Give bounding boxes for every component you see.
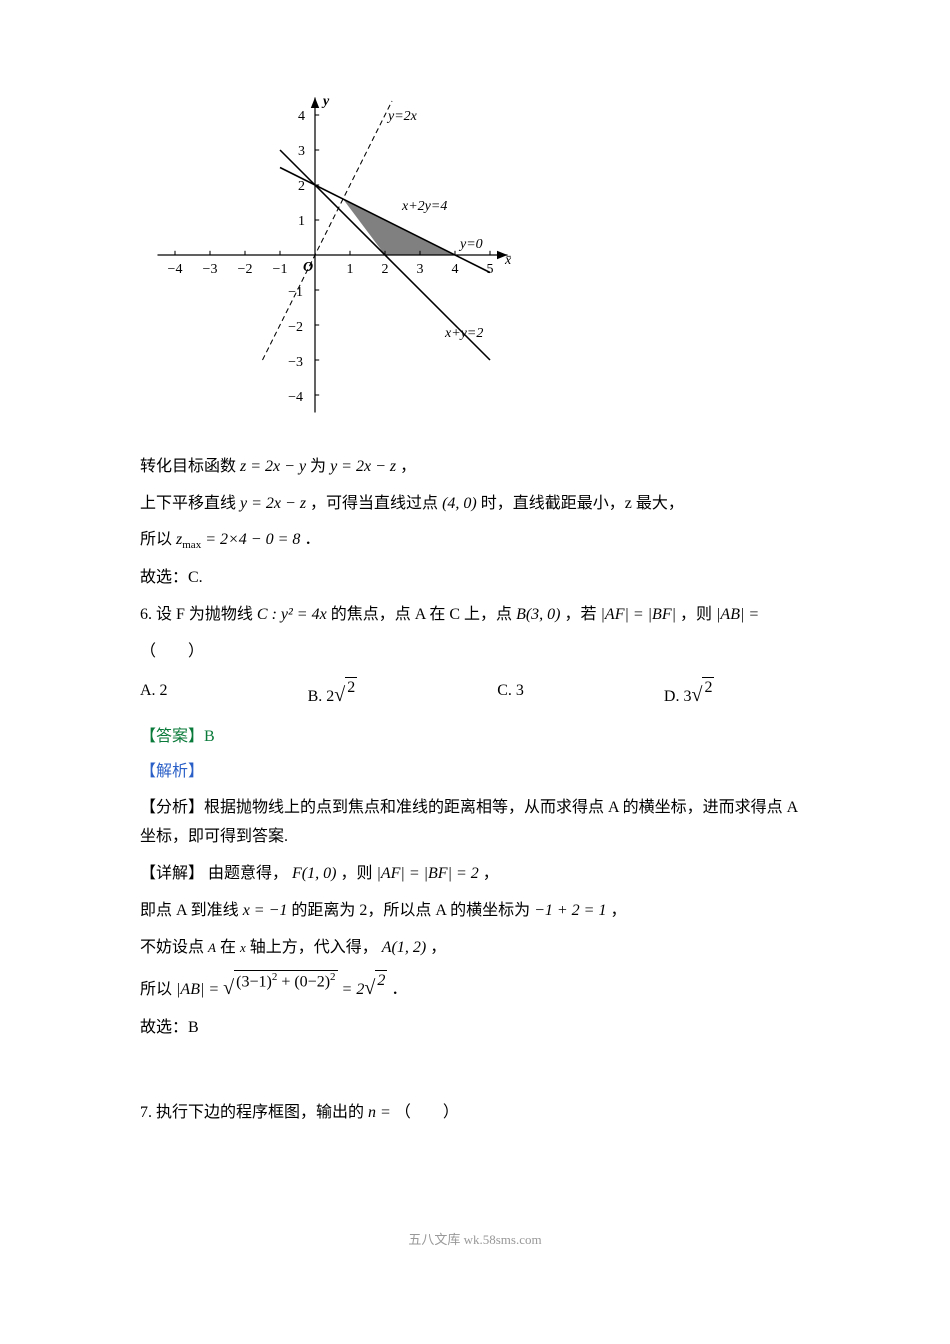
text: ，: [430, 939, 446, 956]
detail-line-1: 【详解】 由题意得， F(1, 0) ，则 |AF| = |BF| = 2 ，: [140, 860, 810, 889]
math-expr: z = 2x − y: [240, 458, 306, 475]
ask: |AB| =: [716, 606, 759, 623]
svg-text:−2: −2: [238, 262, 253, 277]
text: ，若: [565, 606, 601, 623]
directrix: x = −1: [243, 902, 288, 919]
text: 的距离为 2，所以点 A 的横坐标为: [291, 902, 534, 919]
text: 即点 A 到准线: [140, 902, 243, 919]
svg-text:4: 4: [452, 262, 459, 277]
solution-conclusion: 故选：C.: [140, 564, 810, 593]
text: 转化目标函数: [140, 458, 240, 475]
condition: |AF| = |BF|: [601, 606, 676, 623]
svg-text:−1: −1: [273, 262, 288, 277]
page-footer: 五八文库 wk.58sms.com: [140, 1228, 810, 1251]
subscript: max: [182, 540, 201, 552]
svg-text:2: 2: [382, 262, 389, 277]
option-a: A. 2: [140, 677, 168, 713]
option-d: D. 3√2: [664, 677, 715, 713]
ab-label: |AB| =: [176, 981, 223, 998]
options-row: A. 2 B. 2√2 C. 3 D. 3√2: [140, 677, 810, 713]
ab-result: = 2√2: [342, 981, 388, 998]
detail-line-3: 不妨设点 A 在 x 轴上方，代入得， A(1, 2) ，: [140, 934, 810, 963]
svg-text:1: 1: [298, 214, 305, 229]
point-a: A: [208, 940, 216, 955]
text: ，: [483, 865, 499, 882]
svg-text:−3: −3: [203, 262, 218, 277]
text: 在: [220, 939, 240, 956]
svg-text:y=2x: y=2x: [386, 109, 418, 124]
svg-text:−1: −1: [288, 285, 303, 300]
text: 为: [310, 458, 330, 475]
svg-text:2: 2: [298, 179, 305, 194]
math-expr: (4, 0): [442, 495, 477, 512]
text: ，则: [680, 606, 716, 623]
svg-text:1: 1: [347, 262, 354, 277]
svg-text:−2: −2: [288, 320, 303, 335]
chart-svg: −4 −3 −2 −1 1 2 3 4 5 4 3 2 1 −1 −2 −3 −…: [140, 80, 530, 430]
text: ，可得当直线过点: [310, 495, 438, 512]
answer-line: 【答案】B: [140, 723, 810, 752]
text: 的焦点，点 A 在 C 上，点: [331, 606, 516, 623]
text: 所以: [140, 981, 176, 998]
analysis-label: 【解析】: [140, 758, 810, 787]
answer-value: B: [204, 728, 215, 745]
x-axis: x: [240, 940, 246, 955]
curve-eq: C : y² = 4x: [257, 606, 327, 623]
svg-text:O: O: [303, 260, 313, 275]
svg-text:5: 5: [487, 262, 494, 277]
solution-line-2: 上下平移直线 y = 2x − z ，可得当直线过点 (4, 0) 时，直线截距…: [140, 490, 810, 519]
text: ，则: [340, 865, 376, 882]
svg-text:x+y=2: x+y=2: [444, 326, 483, 341]
question-paren: （ ）: [140, 638, 810, 667]
text: ．: [391, 981, 407, 998]
eq: |AF| = |BF| = 2: [376, 865, 478, 882]
question-prefix: 6. 设 F 为抛物线: [140, 606, 257, 623]
text: 所以: [140, 531, 176, 548]
svg-text:4: 4: [298, 109, 305, 124]
feasible-region-chart: −4 −3 −2 −1 1 2 3 4 5 4 3 2 1 −1 −2 −3 −…: [140, 80, 810, 441]
point-b: B(3, 0): [516, 606, 560, 623]
question-7: 7. 执行下边的程序框图，输出的 n = （ ）: [140, 1099, 810, 1128]
detail-conclusion: 故选：B: [140, 1014, 810, 1043]
text: 不妨设点: [140, 939, 208, 956]
n-equals: n =: [368, 1104, 391, 1121]
text: ，: [400, 458, 416, 475]
y-arrow-icon: [311, 98, 319, 109]
svg-text:−4: −4: [168, 262, 183, 277]
text: 时，直线截距最小，z 最大，: [481, 495, 684, 512]
text: ．: [304, 531, 320, 548]
option-b: B. 2√2: [308, 677, 358, 713]
svg-text:3: 3: [298, 144, 305, 159]
math-expr: = 2×4 − 0 = 8: [205, 531, 300, 548]
svg-text:−4: −4: [288, 390, 303, 405]
analysis-text: 【分析】根据抛物线上的点到焦点和准线的距离相等，从而求得点 A 的横坐标，进而求…: [140, 794, 810, 852]
svg-text:y: y: [321, 94, 330, 109]
solution-line-1: 转化目标函数 z = 2x − y 为 y = 2x − z ，: [140, 453, 810, 482]
calc: −1 + 2 = 1: [534, 902, 606, 919]
detail-label: 【详解】: [140, 865, 204, 882]
point-a-coords: A(1, 2): [382, 939, 426, 956]
svg-text:−3: −3: [288, 355, 303, 370]
line-x-2y-4: [280, 168, 490, 273]
detail-line-4: 所以 |AB| = √(3−1)2 + (0−2)2 = 2√2 ．: [140, 970, 810, 1006]
text: 上下平移直线: [140, 495, 240, 512]
svg-text:3: 3: [417, 262, 424, 277]
focus-point: F(1, 0): [292, 865, 336, 882]
question-6: 6. 设 F 为抛物线 C : y² = 4x 的焦点，点 A 在 C 上，点 …: [140, 601, 810, 630]
text: ，: [610, 902, 626, 919]
question-text: 7. 执行下边的程序框图，输出的: [140, 1104, 368, 1121]
text: 轴上方，代入得，: [250, 939, 378, 956]
detail-line-2: 即点 A 到准线 x = −1 的距离为 2，所以点 A 的横坐标为 −1 + …: [140, 897, 810, 926]
answer-label: 【答案】: [140, 728, 204, 745]
svg-text:x+2y=4: x+2y=4: [401, 199, 447, 214]
solution-line-3: 所以 zmax = 2×4 − 0 = 8 ．: [140, 526, 810, 556]
svg-text:x̄: x̄: [504, 253, 512, 268]
math-expr: y = 2x − z: [330, 458, 396, 475]
text: 由题意得，: [208, 865, 288, 882]
sqrt-icon: √(3−1)2 + (0−2)2: [223, 970, 337, 1006]
svg-text:y=0: y=0: [458, 237, 483, 252]
math-expr: y = 2x − z: [240, 495, 306, 512]
paren: （ ）: [395, 1104, 459, 1121]
option-c: C. 3: [497, 677, 524, 713]
